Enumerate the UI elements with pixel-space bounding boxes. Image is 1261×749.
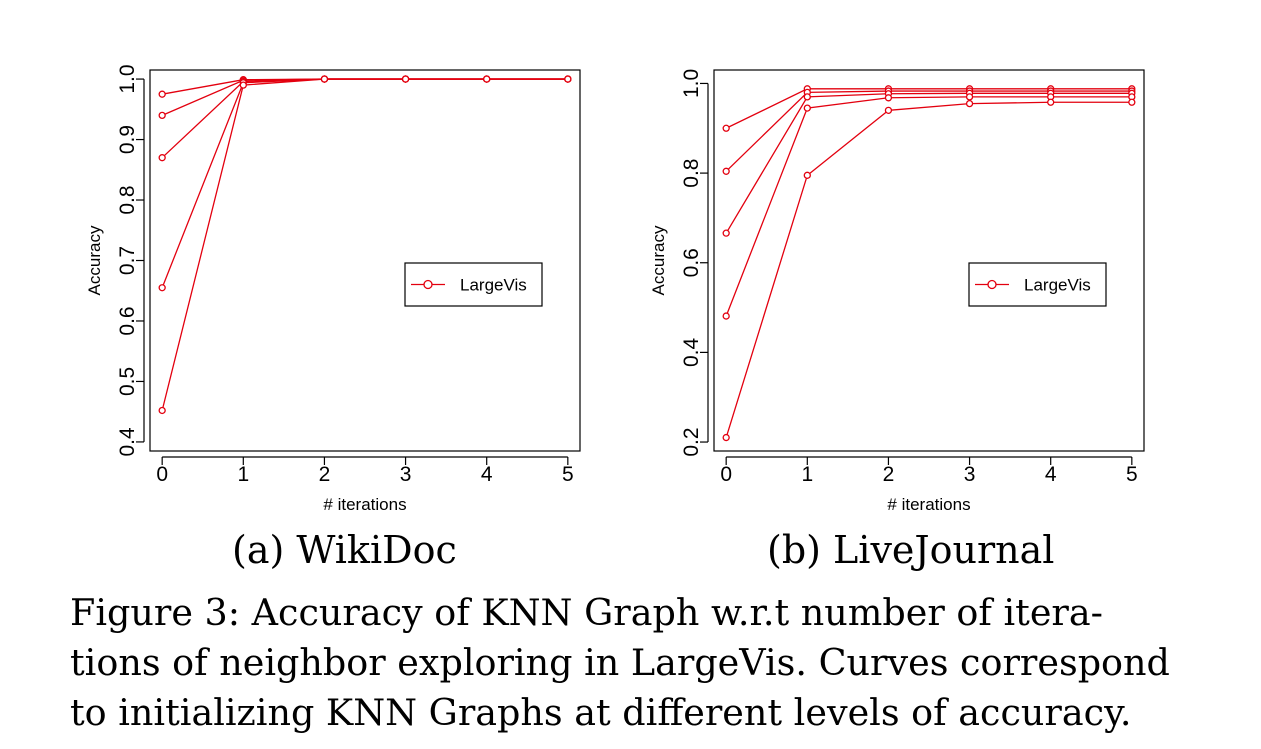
y-tick-label: 1.0	[116, 64, 139, 93]
data-point	[722, 312, 730, 320]
y-tick-label: 0.2	[680, 427, 703, 456]
plot-frame	[713, 69, 1145, 452]
series-line	[725, 88, 1132, 129]
y-tick-label: 0.7	[116, 246, 139, 275]
y-tick-label: 0.6	[116, 306, 139, 335]
legend-label: LargeVis	[1024, 276, 1091, 295]
x-tick-label: 2	[319, 463, 331, 486]
series-line	[161, 78, 568, 411]
series-line	[161, 78, 568, 116]
x-tick-label: 5	[1126, 463, 1138, 486]
y-tick-label: 1.0	[680, 69, 703, 98]
x-tick-label: 5	[562, 463, 574, 486]
x-tick-label: 1	[801, 463, 813, 486]
legend-marker	[423, 279, 433, 290]
data-point	[803, 171, 811, 179]
x-tick-label: 2	[883, 463, 895, 486]
data-point	[158, 111, 166, 120]
data-point	[803, 104, 811, 112]
y-axis-label: Accuracy	[649, 225, 668, 295]
x-tick-label: 4	[481, 463, 493, 486]
data-point	[158, 154, 166, 162]
chart-wikidoc: 0 1 2 3 4 5 # iterations 0.4 0.5 0.6 0.7 0.8 0.9 1.0 A…	[85, 64, 581, 514]
data-point	[722, 124, 730, 132]
series-line	[162, 78, 568, 95]
x-tick-label: 3	[964, 463, 976, 486]
series-line	[725, 101, 1132, 438]
data-point	[1047, 98, 1055, 106]
y-tick-label: 0.8	[116, 185, 139, 214]
data-point	[965, 99, 974, 108]
series-line	[161, 78, 568, 159]
x-tick-label: 4	[1045, 463, 1057, 486]
x-axis-label: # iterations	[323, 495, 406, 514]
data-point	[401, 75, 410, 83]
data-point	[884, 106, 893, 114]
x-axis-label: # iterations	[887, 495, 970, 514]
y-tick-label: 0.4	[680, 337, 703, 367]
data-point	[483, 75, 491, 83]
x-tick-label: 0	[720, 463, 732, 486]
data-point	[884, 94, 893, 102]
legend-label: LargeVis	[460, 276, 527, 295]
data-point	[722, 433, 730, 442]
series-line	[161, 78, 568, 288]
legend-marker	[987, 279, 997, 290]
series-line	[725, 90, 1132, 172]
chart-livejournal: 0 1 2 3 4 5 # iterations 0.2 0.4 0.6 0.8 1.0 Accurac…	[649, 69, 1145, 514]
y-tick-label: 0.6	[680, 248, 703, 277]
series-line	[725, 96, 1132, 317]
subcaption-livejournal: (b) LiveJournal	[767, 528, 1055, 572]
data-point	[1128, 98, 1136, 106]
data-point	[564, 75, 572, 83]
x-tick-label: 1	[237, 463, 249, 486]
figure-caption: Figure 3: Accuracy of KNN Graph w.r.t nu…	[70, 588, 1200, 738]
y-tick-label: 0.9	[116, 125, 139, 154]
data-point	[320, 75, 329, 83]
chart-panel-wikidoc: 0 1 2 3 4 5 # iterations 0.4 0.5 0.6 0.7 0.8 0.9 1.0 A…	[0, 0, 630, 520]
chart-panel-livejournal: 0 1 2 3 4 5 # iterations 0.2 0.4 0.6 0.8 1.0 Accurac…	[630, 0, 1261, 520]
figure-caption-line: to initializing KNN Graphs at different …	[70, 691, 1132, 734]
y-tick-label: 0.4	[116, 427, 139, 457]
data-point	[722, 229, 730, 237]
x-tick-label: 3	[400, 463, 412, 486]
subcaption-wikidoc: (a) WikiDoc	[232, 528, 457, 572]
x-tick-label: 0	[156, 463, 168, 486]
series-line	[725, 92, 1132, 234]
data-point	[239, 81, 247, 89]
data-point	[158, 406, 166, 415]
y-tick-label: 0.8	[680, 158, 703, 187]
data-point	[965, 93, 974, 101]
figure-caption-line: tions of neighbor exploring in LargeVis.…	[70, 641, 1170, 684]
figure-caption-line: Figure 3: Accuracy of KNN Graph w.r.t nu…	[70, 591, 1103, 634]
data-point	[803, 93, 811, 101]
plot-frame	[149, 69, 581, 452]
y-tick-label: 0.5	[116, 367, 139, 396]
y-axis-label: Accuracy	[85, 225, 104, 295]
data-point	[722, 167, 730, 175]
data-point	[158, 284, 166, 292]
data-point	[158, 90, 166, 98]
